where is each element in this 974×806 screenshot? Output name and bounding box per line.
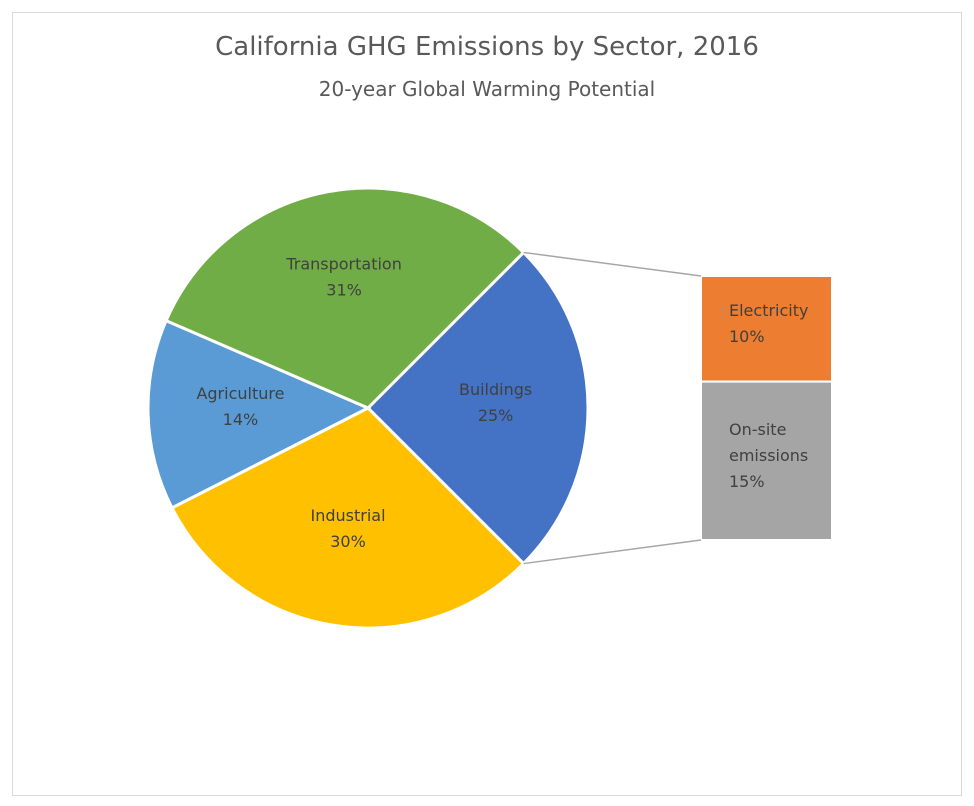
- data-label: On-site emissions 15%: [729, 420, 808, 491]
- pie-slice: [146, 318, 372, 510]
- label-value: 30%: [330, 532, 366, 551]
- pie-slice: [169, 406, 526, 630]
- connector-line: [523, 539, 702, 565]
- bar-segment: [700, 380, 833, 541]
- chart-subtitle: 20-year Global Warming Potential: [319, 77, 655, 101]
- label-name: On-site emissions: [729, 420, 808, 465]
- label-line: emissions: [729, 446, 808, 465]
- pie-slice: [365, 250, 590, 566]
- bar-segment: [700, 275, 833, 383]
- label-value: 25%: [478, 406, 514, 425]
- data-label: Transportation 31%: [285, 255, 402, 300]
- data-label: Electricity 10%: [729, 301, 808, 346]
- data-label: Industrial 30%: [311, 506, 386, 551]
- label-value: 15%: [729, 472, 765, 491]
- data-label: Agriculture 14%: [196, 384, 284, 429]
- pie-slice: [164, 186, 526, 410]
- data-label: Buildings 25%: [459, 380, 532, 425]
- label-value: 10%: [729, 327, 765, 346]
- connector-line: [523, 251, 702, 277]
- label-name: Agriculture: [196, 384, 284, 403]
- label-name: Transportation: [285, 255, 402, 274]
- label-name: Electricity: [729, 301, 808, 320]
- label-name: Buildings: [459, 380, 532, 399]
- chart-title: California GHG Emissions by Sector, 2016: [215, 32, 759, 62]
- label-line: On-site: [729, 420, 792, 439]
- label-value: 31%: [326, 281, 362, 300]
- label-name: Industrial: [311, 506, 386, 525]
- label-value: 14%: [223, 410, 259, 429]
